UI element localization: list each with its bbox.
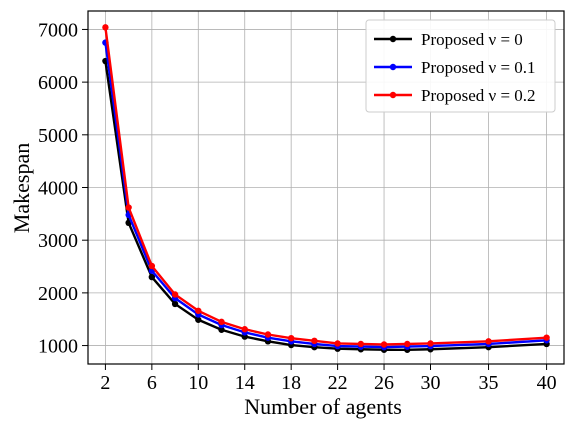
- y-tick-label: 7000: [38, 19, 78, 41]
- data-point: [125, 204, 132, 211]
- data-point: [148, 262, 156, 270]
- grid: [88, 11, 564, 364]
- data-point: [195, 307, 202, 314]
- data-point: [195, 316, 202, 323]
- data-point: [218, 326, 225, 333]
- x-tick-label: 30: [420, 372, 440, 394]
- legend-item: Proposed ν = 0: [374, 30, 523, 49]
- x-tick-label: 26: [374, 372, 394, 394]
- data-point: [404, 340, 411, 348]
- legend-label: Proposed ν = 0.2: [421, 86, 536, 105]
- y-tick-label: 3000: [38, 230, 78, 252]
- legend: Proposed ν = 0 Proposed ν = 0.1 Proposed ν…: [365, 19, 556, 113]
- data-point: [241, 326, 248, 333]
- legend-marker: [389, 63, 397, 71]
- y-tick-label: 5000: [38, 125, 78, 147]
- data-point: [427, 340, 434, 347]
- legend-marker: [389, 91, 397, 99]
- data-point: [171, 291, 179, 298]
- legend-label: Proposed ν = 0: [421, 30, 523, 49]
- series-2: [102, 24, 550, 348]
- x-tick-label: 22: [328, 372, 348, 394]
- x-tick-label: 18: [281, 372, 301, 394]
- y-axis-label: Makespan: [9, 143, 34, 233]
- x-tick-label: 40: [537, 372, 557, 394]
- legend-marker: [389, 35, 397, 43]
- x-tick-label: 2: [100, 372, 110, 394]
- y-tick-label: 1000: [38, 336, 78, 358]
- series-layer: [102, 24, 550, 353]
- data-point: [171, 300, 179, 308]
- x-tick-label: 35: [479, 372, 499, 394]
- x-axis-label: Number of agents: [244, 394, 402, 419]
- data-point: [485, 338, 492, 345]
- data-point: [218, 318, 225, 326]
- data-point: [311, 337, 318, 345]
- data-point: [357, 340, 365, 348]
- data-point: [380, 341, 388, 348]
- y-tick-label: 4000: [38, 178, 78, 200]
- x-tick-label: 6: [147, 372, 157, 394]
- y-tick-label: 6000: [38, 72, 78, 94]
- x-tick-label: 10: [188, 372, 208, 394]
- data-point: [334, 340, 341, 347]
- legend-item: Proposed ν = 0.1: [374, 58, 536, 77]
- ticks: 2 6 10 14 18 22 26 30 35 401000200030004000500060…: [38, 19, 557, 394]
- data-point: [287, 334, 295, 342]
- legend-box: [365, 19, 556, 113]
- data-point: [264, 331, 272, 338]
- y-tick-label: 2000: [38, 283, 78, 305]
- x-tick-label: 14: [235, 372, 255, 394]
- data-point: [102, 24, 109, 31]
- data-point: [543, 334, 550, 341]
- data-point: [148, 273, 156, 281]
- legend-item: Proposed ν = 0.2: [374, 86, 536, 105]
- legend-label: Proposed ν = 0.1: [421, 58, 536, 77]
